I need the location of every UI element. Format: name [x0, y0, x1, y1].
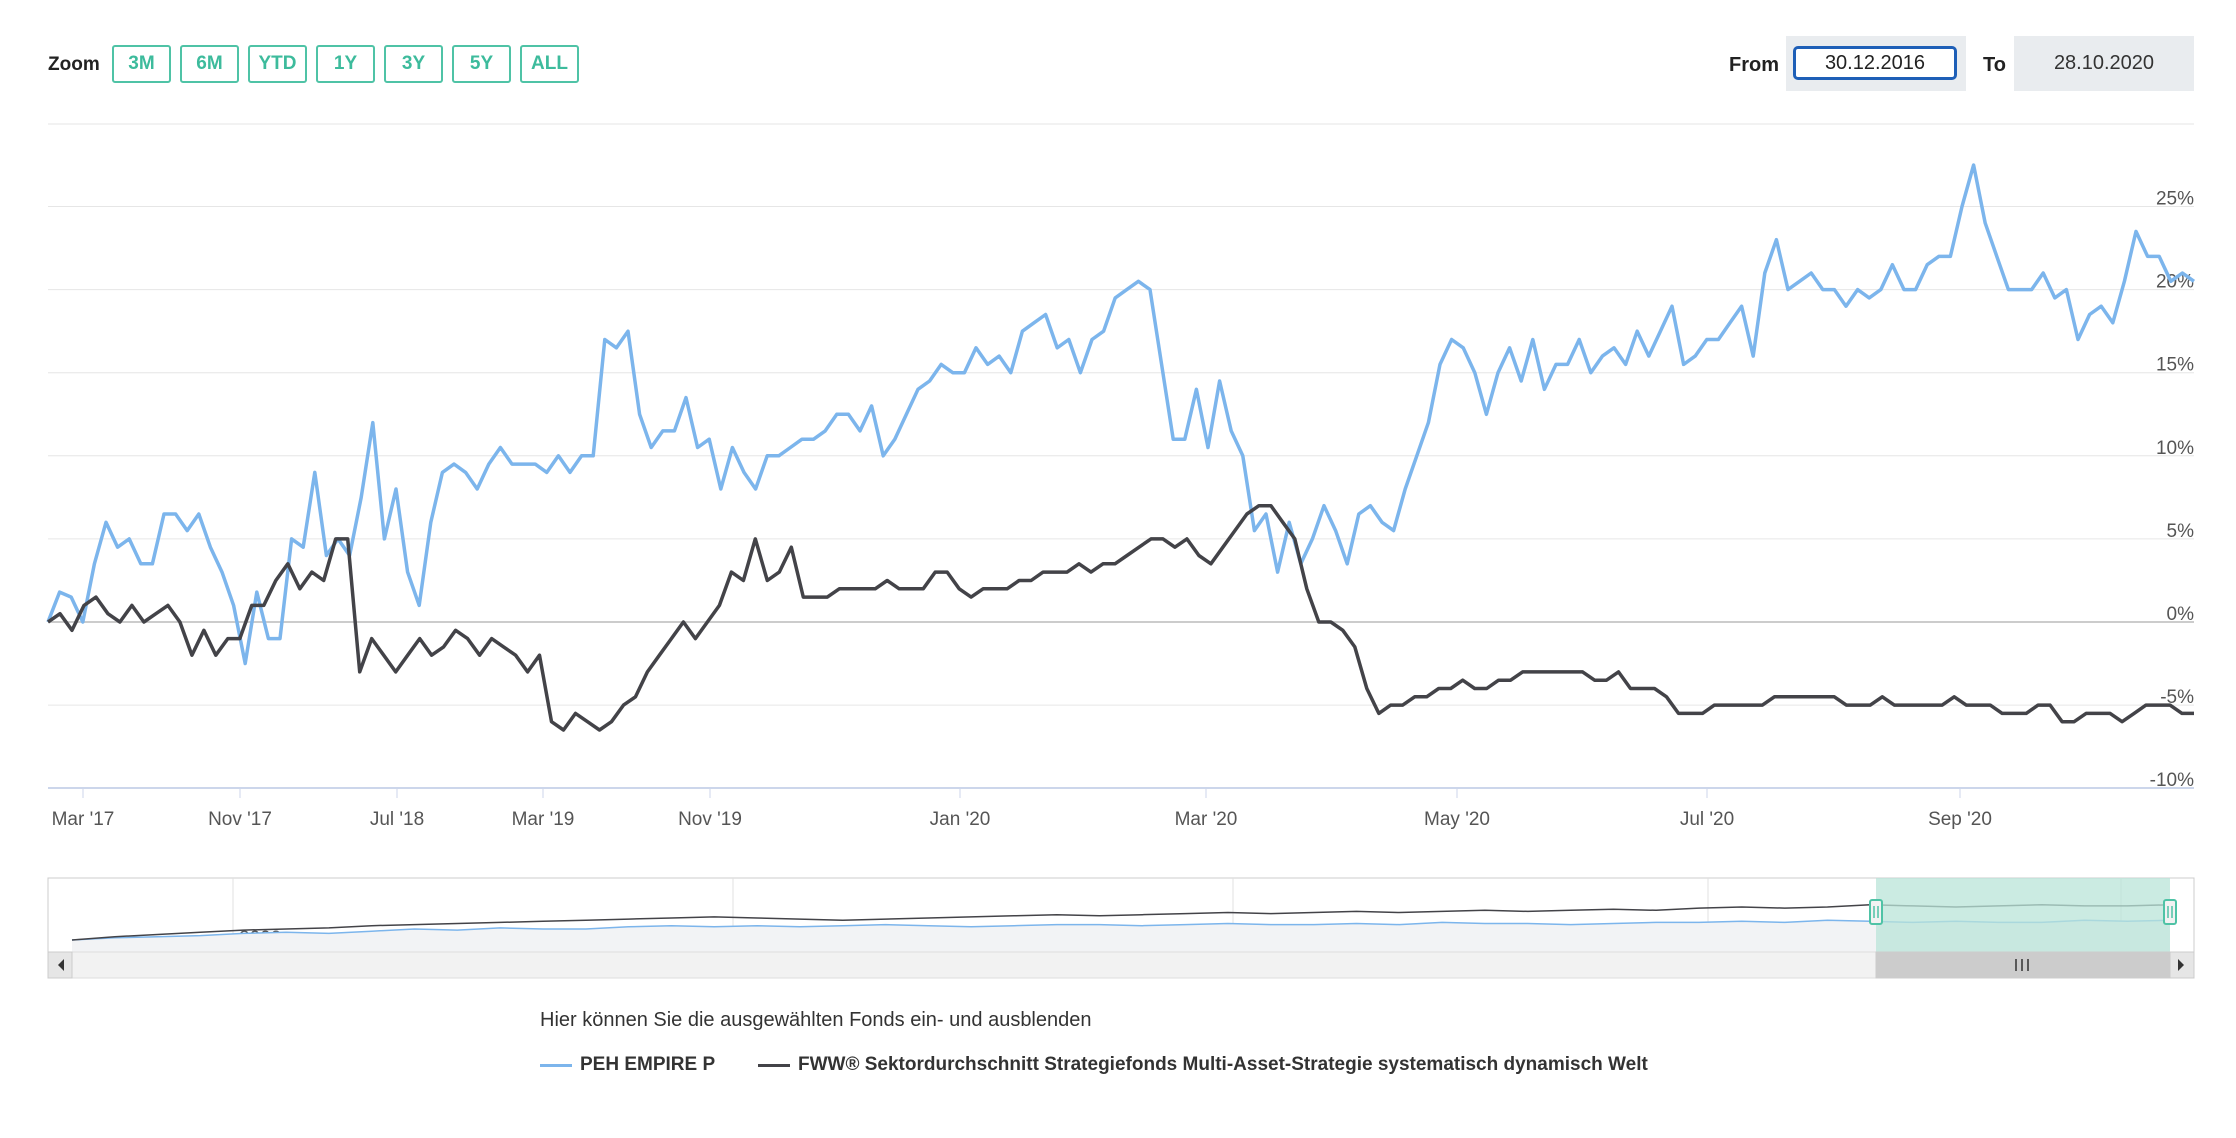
zoom-all-button[interactable]: ALL [520, 45, 579, 83]
legend-item-fww-sector[interactable]: FWW® Sektordurchschnitt Strategiefonds M… [758, 1054, 1648, 1076]
zoom-5y-button[interactable]: 5Y [452, 45, 511, 83]
x-tick-label: Nov '17 [208, 809, 272, 830]
zoom-3y-button[interactable]: 3Y [384, 45, 443, 83]
y-tick-label: 20% [2156, 272, 2194, 293]
x-tick-label: Jan '20 [930, 809, 991, 830]
y-tick-label: 25% [2156, 189, 2194, 210]
chart-series [46, 163, 2196, 732]
zoom-3m-button[interactable]: 3M [112, 45, 171, 83]
legend-swatch-series1 [540, 1063, 572, 1067]
y-tick-label: -10% [2150, 770, 2194, 791]
y-tick-label: 5% [2167, 521, 2195, 542]
x-axis: Mar '17 Nov '17 Jul '18 Mar '19 Nov '19 Jan '… [52, 788, 1992, 830]
zoom-6m-button[interactable]: 6M [180, 45, 239, 83]
performance-chart: 25% 20% 15% 10% 5% 0% -5% -10% Mar '17 Nov '17 Ju… [46, 123, 2196, 979]
legend-swatch-series2 [758, 1063, 790, 1067]
from-date-input[interactable]: 30.12.2016 [1793, 46, 1957, 80]
from-label: From [1729, 54, 1779, 76]
y-axis: 25% 20% 15% 10% 5% 0% -5% -10% [2150, 189, 2194, 792]
y-tick-label: 0% [2167, 604, 2195, 625]
scrollbar-thumb[interactable] [1875, 951, 2171, 979]
navigator-selection [1876, 878, 2170, 952]
zoom-ytd-button[interactable]: YTD [248, 45, 307, 83]
x-tick-label: May '20 [1424, 809, 1490, 830]
legend-hint: Hier können Sie die ausgewählten Fonds e… [540, 1009, 1092, 1031]
legend-item-peh-empire[interactable]: PEH EMPIRE P [540, 1054, 715, 1076]
x-tick-label: Mar '20 [1175, 809, 1238, 830]
x-tick-label: Sep '20 [1928, 809, 1992, 830]
y-tick-label: 15% [2156, 355, 2194, 376]
zoom-1y-button[interactable]: 1Y [316, 45, 375, 83]
navigator-line-1 [71, 919, 2171, 941]
navigator-area [72, 920, 2170, 952]
zoom-button-group: 3M 6M YTD 1Y 3Y 5Y ALL [112, 45, 579, 83]
series-line-2 [47, 503, 2194, 732]
legend-label-series2: FWW® Sektordurchschnitt Strategiefonds M… [798, 1054, 1648, 1075]
scrollbar-track [47, 951, 2195, 979]
x-tick-label: Mar '17 [52, 809, 115, 830]
range-navigator[interactable]: 20002005201020152020 [47, 877, 2195, 979]
legend-label-series1: PEH EMPIRE P [580, 1054, 716, 1075]
y-tick-label: 10% [2156, 438, 2194, 459]
chart-gridlines [48, 123, 2194, 789]
x-tick-label: Jul '18 [370, 809, 424, 830]
y-tick-label: -5% [2160, 687, 2194, 708]
arrow-left-icon [58, 959, 64, 971]
x-tick-label: Jul '20 [1680, 809, 1734, 830]
navigator-line-2 [71, 904, 2171, 941]
zoom-label: Zoom [48, 54, 100, 75]
navigator-left-handle[interactable] [1869, 899, 1883, 925]
to-date-input[interactable]: 28.10.2020 [2014, 36, 2194, 91]
to-label: To [1983, 54, 2006, 76]
series-line-1 [46, 163, 2196, 666]
arrow-right-icon [2178, 959, 2184, 971]
x-tick-label: Nov '19 [678, 809, 742, 830]
navigator-right-handle[interactable] [2163, 899, 2177, 925]
x-tick-label: Mar '19 [512, 809, 575, 830]
